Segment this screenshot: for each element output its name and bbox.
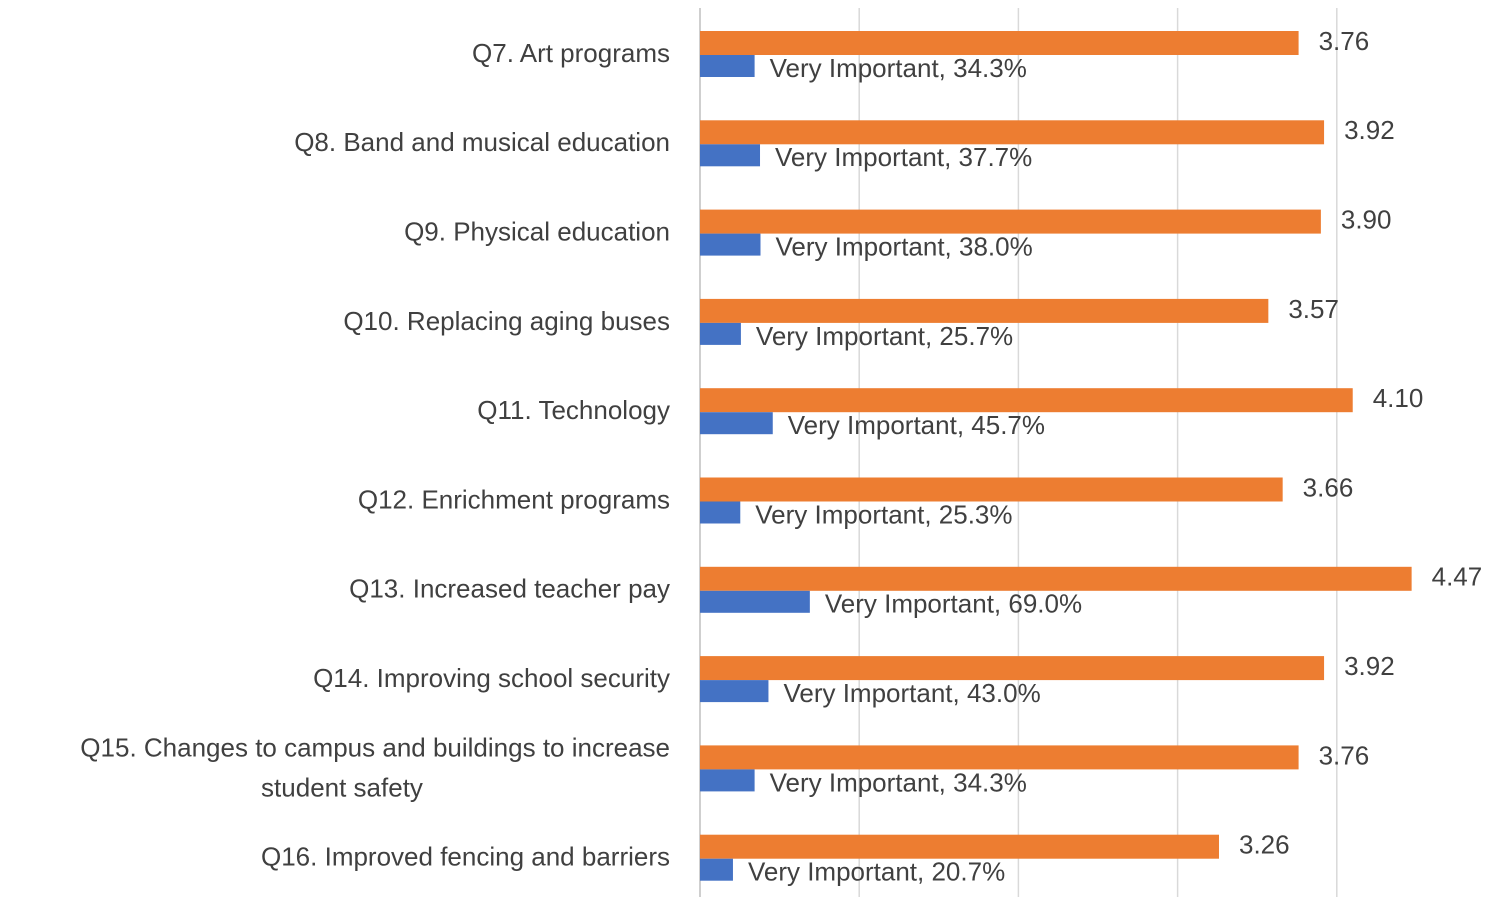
- data-label: 3.26: [1239, 830, 1290, 860]
- data-label: Very Important, 25.7%: [756, 321, 1013, 351]
- category-label: Q7. Art programs: [472, 38, 670, 68]
- bar: [700, 477, 1283, 502]
- bar: [700, 233, 761, 256]
- data-label: 3.76: [1319, 26, 1370, 56]
- bar: [700, 590, 810, 613]
- bar: [700, 322, 741, 345]
- data-label: Very Important, 45.7%: [788, 410, 1045, 440]
- bar: [700, 31, 1299, 55]
- bar: [700, 769, 755, 792]
- data-label: Very Important, 69.0%: [825, 589, 1082, 619]
- bar: [700, 566, 1412, 591]
- category-label: Q8. Band and musical education: [294, 127, 670, 157]
- data-label: 3.66: [1303, 472, 1354, 502]
- bar: [700, 298, 1269, 323]
- bar: [700, 55, 755, 77]
- category-label: Q15. Changes to campus and buildings to …: [80, 732, 670, 802]
- bar: [700, 834, 1219, 859]
- bar: [700, 144, 761, 167]
- data-label: Very Important, 34.3%: [770, 767, 1027, 797]
- bar: [700, 745, 1299, 770]
- data-label: Very Important, 34.3%: [770, 53, 1027, 83]
- data-label: Very Important, 37.7%: [775, 142, 1032, 172]
- data-label: 3.92: [1344, 651, 1395, 681]
- data-label: 3.92: [1344, 115, 1395, 145]
- category-label: Q13. Increased teacher pay: [349, 574, 670, 604]
- data-label: 3.90: [1341, 204, 1392, 234]
- data-label: 3.76: [1319, 740, 1370, 770]
- data-label: 3.57: [1288, 294, 1339, 324]
- data-label: Very Important, 20.7%: [748, 857, 1005, 887]
- data-label: Very Important, 25.3%: [755, 499, 1012, 529]
- bar: [700, 680, 769, 703]
- bar: [700, 412, 773, 435]
- bar: [700, 656, 1325, 681]
- bar: [700, 501, 741, 524]
- category-label: Q12. Enrichment programs: [358, 484, 670, 514]
- bar: [700, 858, 733, 881]
- category-label: Q14. Improving school security: [313, 663, 670, 693]
- bar: [700, 120, 1325, 145]
- bar: [700, 209, 1321, 234]
- category-label: Q10. Replacing aging buses: [343, 306, 670, 336]
- category-label: Q9. Physical education: [404, 216, 670, 246]
- category-label: Q16. Improved fencing and barriers: [261, 842, 670, 872]
- data-label: 4.10: [1373, 383, 1424, 413]
- bar: [700, 388, 1353, 413]
- data-label: 4.47: [1432, 562, 1483, 592]
- category-label: Q11. Technology: [477, 395, 670, 425]
- data-label: Very Important, 38.0%: [775, 231, 1032, 261]
- data-label: Very Important, 43.0%: [783, 678, 1040, 708]
